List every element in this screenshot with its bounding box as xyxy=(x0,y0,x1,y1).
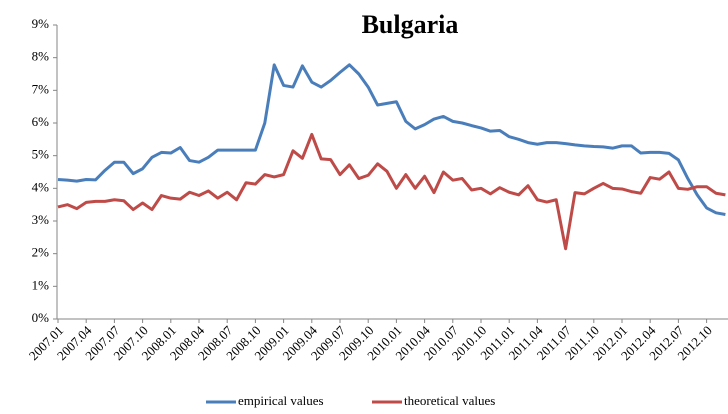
y-tick-label: 4% xyxy=(32,179,50,194)
line-series xyxy=(57,132,726,251)
y-tick-label: 8% xyxy=(32,49,50,64)
legend-label: theoretical values xyxy=(404,393,495,408)
y-tick-label: 9% xyxy=(32,16,50,31)
line-series xyxy=(57,63,726,216)
y-tick-label: 2% xyxy=(32,245,50,260)
y-tick-label: 0% xyxy=(32,310,50,325)
y-tick-label: 7% xyxy=(32,81,50,96)
y-tick-label: 5% xyxy=(32,147,50,162)
y-tick-label: 6% xyxy=(32,114,50,129)
legend-label: empirical values xyxy=(238,393,324,408)
y-tick-label: 3% xyxy=(32,212,50,227)
y-tick-label: 1% xyxy=(32,277,50,292)
chart-title: Bulgaria xyxy=(362,10,459,39)
